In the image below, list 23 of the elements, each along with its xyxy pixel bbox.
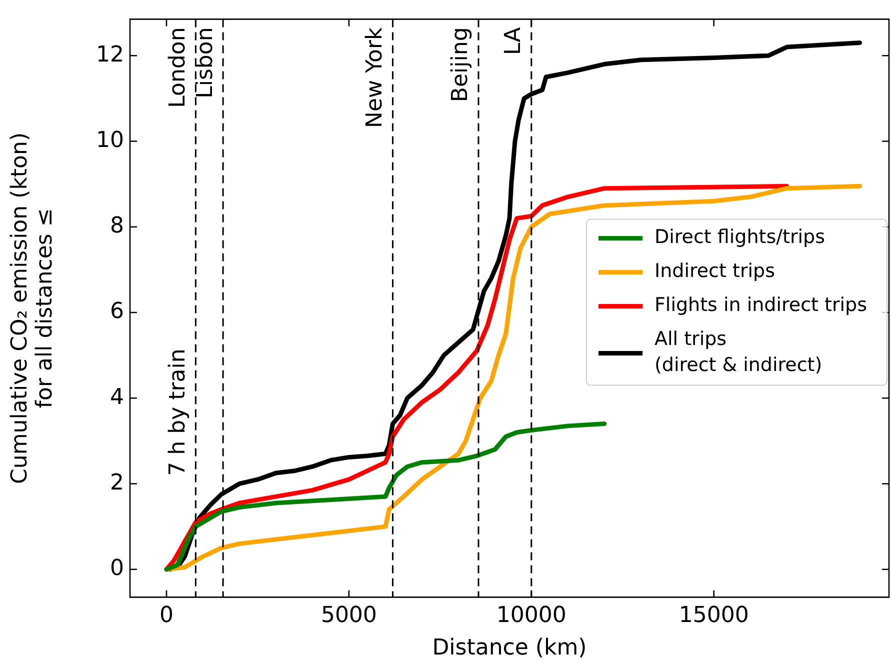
x-tick-label: 10000 (496, 603, 566, 628)
legend-label: Flights in indirect trips (654, 294, 868, 316)
ref-line-label: Lisbon (192, 27, 218, 98)
x-tick-label: 0 (159, 603, 174, 628)
ref-line-label: London (165, 27, 190, 108)
y-axis-title: Cumulative CO₂ emission (kton) for all distances ≤ (7, 132, 58, 484)
legend-label: All trips (direct & indirect) (654, 328, 822, 376)
y-tick-label: 12 (96, 42, 124, 68)
legend-label: Direct flights/trips (654, 226, 826, 248)
ref-line-label: New York (362, 26, 388, 128)
y-tick-label: 0 (110, 556, 124, 582)
ref-line-label: LA (501, 27, 526, 56)
ref-line-label: Beijing (448, 27, 474, 102)
x-axis-title: Distance (km) (432, 636, 587, 661)
y-tick-label: 2 (110, 470, 124, 496)
x-tick-label: 15000 (678, 603, 749, 628)
x-tick-label: 5000 (320, 603, 377, 628)
y-tick-label: 4 (110, 384, 124, 410)
annotation: 7 h by train (165, 348, 190, 476)
legend-label: Indirect trips (654, 260, 775, 282)
y-tick-label: 8 (110, 214, 124, 239)
y-tick-label: 10 (96, 128, 124, 153)
y-tick-label: 6 (110, 299, 124, 324)
